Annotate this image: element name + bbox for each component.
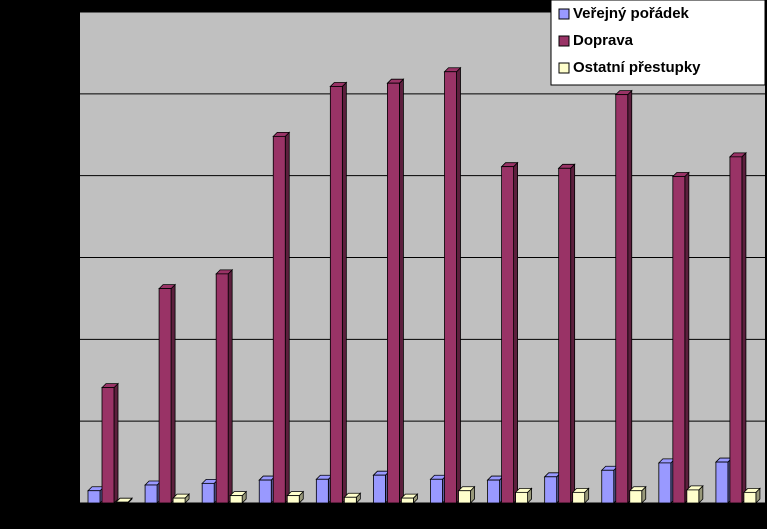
bar bbox=[201, 482, 215, 504]
bar-side bbox=[570, 163, 576, 504]
bar bbox=[286, 495, 300, 504]
bar bbox=[87, 490, 101, 504]
bar-side bbox=[227, 268, 233, 504]
bar bbox=[144, 484, 158, 504]
legend-swatch bbox=[558, 35, 570, 47]
bar bbox=[158, 288, 172, 504]
y-tick-label: 0 bbox=[64, 494, 72, 511]
legend-swatch bbox=[558, 62, 570, 74]
bar bbox=[515, 491, 528, 504]
bar bbox=[258, 479, 272, 504]
bar-side bbox=[456, 66, 461, 504]
bar bbox=[373, 474, 386, 504]
bar bbox=[401, 497, 414, 504]
bar bbox=[329, 86, 343, 504]
y-tick-label: 400 bbox=[47, 167, 72, 184]
bar bbox=[387, 82, 400, 504]
bar-side bbox=[113, 382, 119, 504]
legend-box bbox=[550, 0, 766, 86]
bar-side bbox=[341, 81, 347, 504]
bar bbox=[615, 94, 629, 504]
bar bbox=[601, 469, 615, 504]
legend-label: Doprava bbox=[573, 32, 634, 49]
bar bbox=[658, 462, 672, 504]
legend-label: Veřejný pořádek bbox=[573, 5, 690, 22]
bar bbox=[229, 495, 243, 504]
bar bbox=[743, 491, 757, 504]
bar bbox=[315, 478, 329, 504]
bar bbox=[729, 156, 743, 504]
bar bbox=[430, 478, 443, 504]
y-tick-label: 200 bbox=[47, 330, 72, 347]
y-tick-label: 100 bbox=[47, 412, 72, 429]
bar bbox=[172, 497, 186, 504]
bar-side bbox=[513, 161, 518, 504]
bar bbox=[444, 71, 457, 504]
legend-swatch bbox=[558, 8, 570, 20]
bar bbox=[501, 166, 514, 504]
bar bbox=[272, 135, 286, 504]
bar-side bbox=[170, 283, 176, 504]
bar bbox=[558, 167, 572, 504]
legend-label: Ostatní přestupky bbox=[573, 59, 701, 76]
y-tick-label: 500 bbox=[47, 85, 72, 102]
bar-side bbox=[284, 131, 290, 504]
bar bbox=[572, 491, 586, 504]
bar bbox=[686, 489, 700, 504]
bar-side bbox=[684, 171, 690, 504]
bar-side bbox=[741, 151, 747, 504]
bar-side bbox=[627, 89, 633, 504]
bar bbox=[544, 476, 558, 504]
bar-side bbox=[399, 78, 404, 504]
y-tick-label: 300 bbox=[47, 248, 72, 265]
bar bbox=[115, 501, 129, 504]
bar bbox=[343, 496, 357, 504]
bar bbox=[458, 490, 471, 504]
bar bbox=[672, 176, 686, 504]
bar bbox=[629, 490, 643, 504]
bar bbox=[215, 273, 229, 504]
y-tick-label: 600 bbox=[47, 3, 72, 20]
bar bbox=[487, 479, 500, 504]
bar bbox=[715, 461, 729, 504]
bar bbox=[101, 387, 115, 504]
